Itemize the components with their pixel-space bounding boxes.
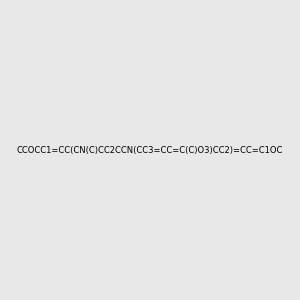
Text: CCOCC1=CC(CN(C)CC2CCN(CC3=CC=C(C)O3)CC2)=CC=C1OC: CCOCC1=CC(CN(C)CC2CCN(CC3=CC=C(C)O3)CC2)… [17,146,283,154]
